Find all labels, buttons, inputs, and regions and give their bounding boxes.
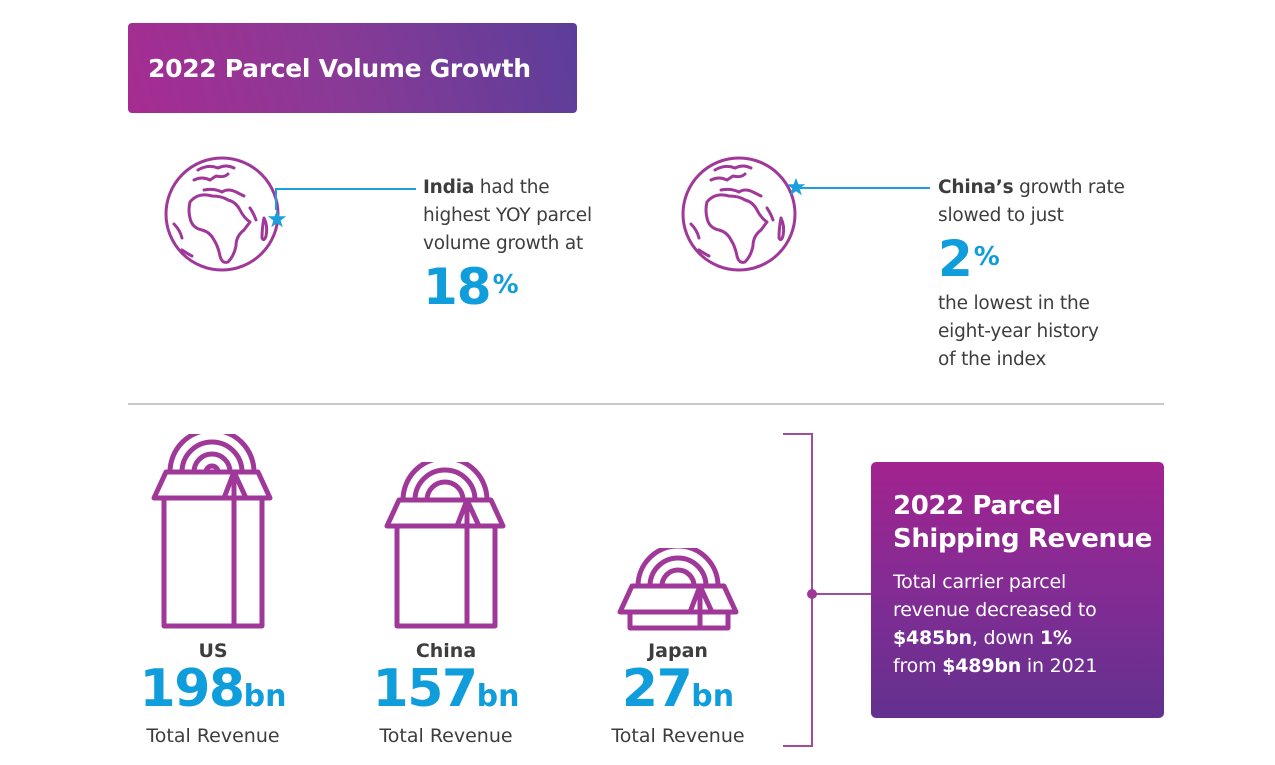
parcel-box-icon-japan: [617, 548, 739, 631]
india-growth-value: 18%: [423, 258, 519, 316]
callout-line-india: [275, 188, 416, 190]
callout-line-india-vertical: [275, 188, 277, 210]
revenue-summary-box: 2022 Parcel Shipping Revenue Total carri…: [871, 462, 1164, 718]
revenue-us: US 198bn Total Revenue: [138, 640, 288, 748]
star-marker-icon-india: [267, 209, 287, 228]
revenue-value: 157bn: [372, 659, 520, 719]
globe-icon-china: [681, 156, 797, 272]
country-name: US: [198, 640, 228, 662]
china-text-3: the lowest in the: [938, 293, 1090, 314]
india-country: India: [423, 177, 475, 198]
china-stat: China’s growth rate slowed to just 2% th…: [938, 174, 1168, 374]
title-banner: 2022 Parcel Volume Growth: [128, 23, 577, 113]
star-marker-icon-china: [786, 177, 806, 196]
revenue-label: Total Revenue: [379, 725, 513, 747]
parcel-box-icon-china: [384, 462, 506, 629]
india-stat: India had the highest YOY parcel volume …: [423, 174, 643, 312]
china-growth-value: 2%: [938, 230, 1000, 288]
summary-body: Total carrier parcel revenue decreased t…: [893, 571, 1098, 677]
parcel-box-icon-us: [151, 434, 273, 629]
revenue-value: 27bn: [621, 659, 735, 719]
india-text-3: volume growth at: [423, 233, 584, 254]
revenue-japan: Japan 27bn Total Revenue: [603, 640, 753, 748]
section-divider: [128, 403, 1164, 405]
revenue-china: China 157bn Total Revenue: [371, 640, 521, 748]
china-text-1: growth rate: [1013, 177, 1125, 198]
revenue-label: Total Revenue: [146, 725, 280, 747]
bracket-bottom: [783, 745, 813, 747]
country-name: Japan: [648, 640, 708, 662]
china-text-2: slowed to just: [938, 205, 1064, 226]
china-text-5: of the index: [938, 349, 1047, 370]
summary-title: 2022 Parcel Shipping Revenue: [893, 491, 1152, 554]
bracket-dot: [807, 589, 817, 599]
revenue-value: 198bn: [139, 659, 287, 719]
revenue-label: Total Revenue: [611, 725, 745, 747]
page-title: 2022 Parcel Volume Growth: [148, 53, 531, 83]
country-name: China: [415, 640, 477, 662]
bracket-top: [783, 433, 813, 435]
callout-line-china: [800, 187, 930, 189]
china-country: China’s: [938, 177, 1014, 198]
india-text-2: highest YOY parcel: [423, 205, 592, 226]
bracket-connector: [812, 593, 872, 595]
china-text-4: eight-year history: [938, 321, 1099, 342]
india-text-1: had the: [474, 177, 550, 198]
